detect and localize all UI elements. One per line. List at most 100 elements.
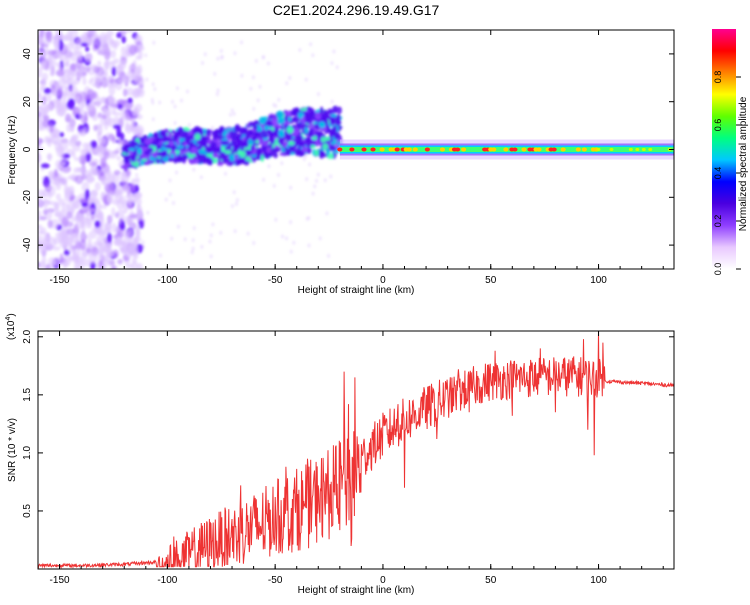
noise-blob [235, 197, 239, 202]
noise-blob [274, 217, 278, 222]
noise-blob [133, 238, 139, 249]
y-tick-label: -20 [22, 190, 33, 205]
y-tick-label: 20 [22, 96, 33, 108]
noise-blob [289, 249, 293, 254]
noise-blob [318, 236, 322, 241]
band-blob [202, 140, 208, 149]
line-hot-spot [406, 147, 412, 152]
band-blob [155, 158, 161, 164]
band-blob [286, 126, 294, 134]
noise-blob [38, 114, 43, 125]
noise-blob [95, 147, 103, 157]
noise-blob [127, 220, 133, 228]
band-blob [308, 127, 315, 135]
noise-blob [74, 156, 79, 162]
band-blob [296, 137, 302, 143]
line-hot-spot [521, 147, 527, 152]
noise-blob [327, 253, 331, 258]
noise-blob [267, 164, 271, 169]
noise-blob [62, 61, 70, 66]
band-blob [325, 136, 331, 141]
noise-blob [90, 140, 98, 149]
line-hot-spot [439, 147, 446, 152]
noise-blob [122, 183, 130, 193]
band-blob [290, 144, 296, 153]
band-blob [260, 154, 265, 162]
noise-blob [76, 50, 82, 61]
band-blob [225, 133, 231, 138]
noise-blob [304, 153, 308, 158]
noise-blob [104, 221, 112, 230]
band-blob [274, 126, 279, 131]
noise-blob [151, 117, 155, 122]
band-blob [190, 141, 195, 148]
line-hot-spot [337, 147, 343, 152]
snr-plot-area [38, 331, 674, 569]
band-blob [224, 146, 232, 152]
noise-blob [70, 30, 79, 39]
noise-blob [42, 114, 50, 122]
band-blob [186, 135, 194, 141]
noise-blob [61, 216, 69, 228]
noise-blob [168, 192, 172, 197]
noise-blob [78, 154, 87, 165]
noise-blob [199, 175, 203, 180]
band-blob [263, 140, 268, 145]
noise-blob [49, 71, 55, 77]
band-blob [149, 136, 154, 143]
line-hot-spot [394, 147, 400, 152]
noise-blob [192, 167, 196, 172]
noise-blob [335, 65, 339, 70]
noise-blob [50, 59, 57, 67]
band-blob [175, 130, 182, 136]
noise-blob [288, 76, 292, 81]
noise-blob [73, 261, 79, 269]
noise-blob [47, 236, 57, 249]
noise-blob [70, 173, 77, 181]
line-hot-spot [379, 147, 385, 152]
noise-blob [285, 81, 289, 86]
band-blob [237, 133, 243, 138]
noise-blob [289, 185, 293, 190]
noise-blob [171, 99, 175, 104]
noise-blob [332, 49, 336, 54]
line-hot-spot [424, 147, 430, 152]
band-blob [133, 141, 139, 147]
noise-blob [88, 251, 98, 264]
noise-blob [110, 49, 117, 59]
noise-blob [137, 262, 143, 269]
band-blob [278, 129, 285, 137]
noise-blob [38, 243, 47, 249]
noise-blob [129, 213, 138, 219]
noise-blob [151, 82, 155, 87]
snr-y-multiplier: (x104) [5, 313, 17, 340]
band-blob [276, 117, 284, 125]
noise-blob [86, 174, 94, 184]
noise-blob [200, 244, 204, 249]
noise-blob [95, 96, 102, 108]
band-blob [241, 127, 248, 133]
y-tick-label: 0 [22, 146, 33, 152]
noise-blob [59, 131, 65, 138]
noise-blob [170, 236, 174, 241]
noise-blob [133, 78, 137, 83]
noise-blob [88, 161, 98, 167]
noise-blob [108, 150, 114, 159]
noise-blob [92, 33, 100, 46]
band-blob [188, 130, 194, 136]
noise-blob [96, 212, 103, 220]
band-blob [314, 149, 319, 157]
spectrogram-heatmap [38, 30, 674, 269]
spectrogram-x-ticks: -150 -100 -50 0 50 100 [37, 30, 664, 286]
noise-blob [277, 97, 281, 102]
noise-blob [65, 113, 71, 123]
noise-blob [45, 263, 52, 269]
noise-blob [126, 243, 131, 254]
band-blob [234, 159, 243, 165]
noise-blob [130, 178, 136, 185]
noise-blob [40, 163, 50, 169]
noise-blob [117, 140, 126, 148]
band-blob [314, 130, 319, 136]
noise-blob [102, 259, 110, 267]
band-blob [176, 138, 180, 147]
